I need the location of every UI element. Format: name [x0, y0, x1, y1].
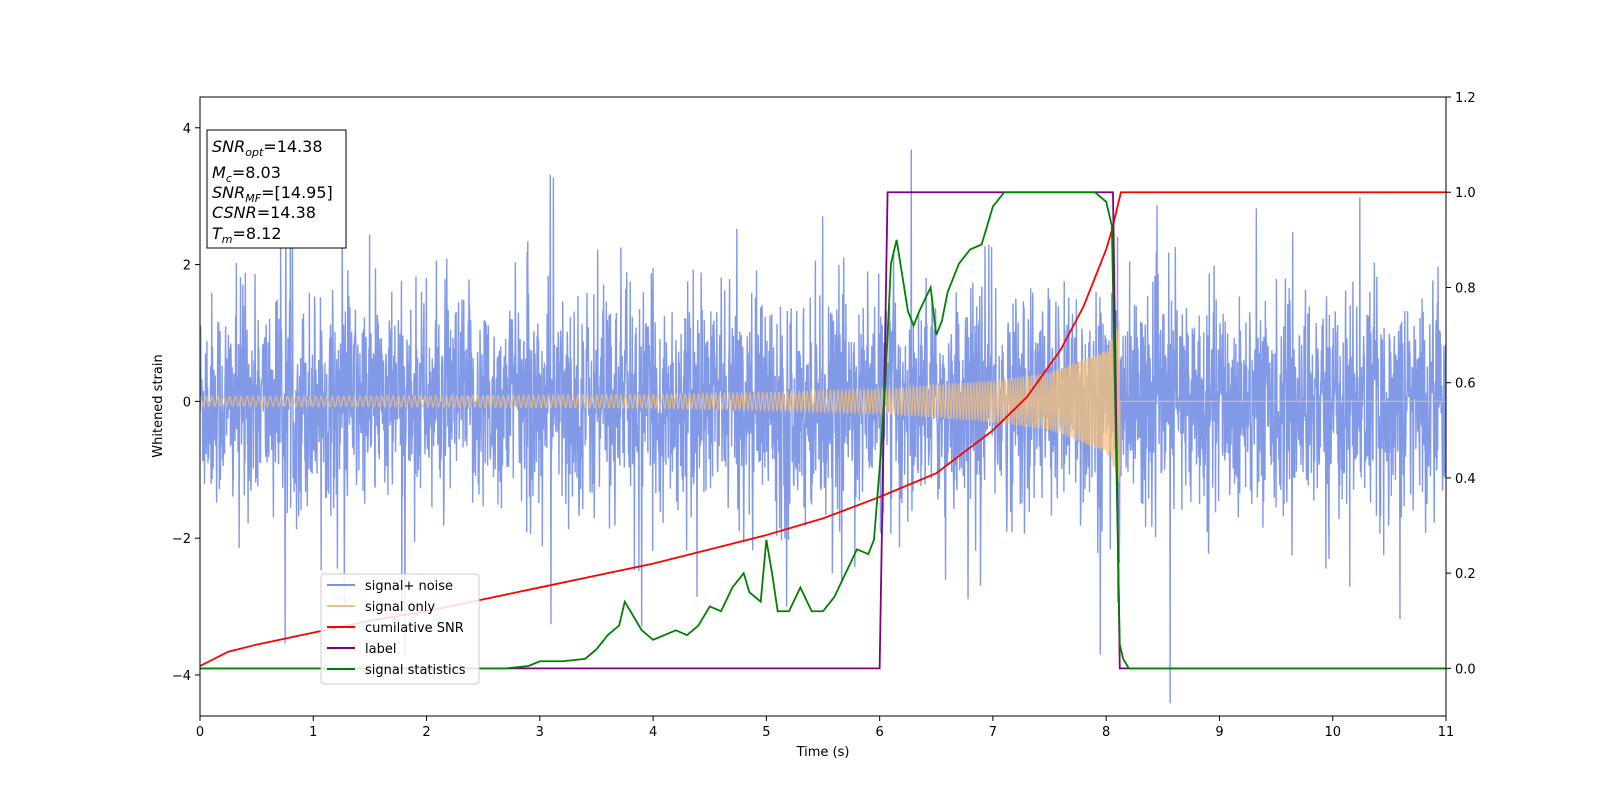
- y-right-tick-label: 0.2: [1455, 567, 1476, 582]
- y-left-tick-label: 2: [183, 259, 191, 274]
- y-axis-left: −4 −2 0 2 4: [172, 122, 200, 684]
- legend-box: [320, 573, 480, 685]
- y-right-tick-label: 0.6: [1455, 377, 1476, 392]
- legend-label-signal-only: signal only: [365, 600, 435, 615]
- plot-frame: [199, 96, 1447, 717]
- annotation-snr-opt: SNRopt=14.38: [212, 137, 323, 159]
- legend: signal+ noise signal only cumilative SNR…: [320, 573, 480, 685]
- y-right-tick-label: 1.2: [1455, 91, 1476, 106]
- x-tick-label: 3: [536, 725, 544, 740]
- y-right-tick-label: 0.4: [1455, 472, 1476, 487]
- annotation-snr-mf: SNRMF=[14.95]: [212, 183, 333, 205]
- x-tick-label: 4: [649, 725, 657, 740]
- y-left-tick-label: 0: [183, 395, 191, 410]
- x-tick-label: 8: [1102, 725, 1110, 740]
- annotation-csnr: CSNR=14.38: [212, 203, 316, 222]
- x-axis-label: Time (s): [796, 745, 850, 760]
- annotation-box: SNRopt=14.38 Mc=8.03 SNRMF=[14.95] CSNR=…: [206, 129, 347, 249]
- y-left-tick-label: −2: [172, 532, 191, 547]
- annotation-tm: Tm=8.12: [212, 224, 282, 246]
- legend-label-signal-noise: signal+ noise: [365, 579, 453, 594]
- x-tick-label: 11: [1438, 725, 1455, 740]
- legend-label-label: label: [365, 642, 396, 657]
- y-axis-label: Whitened strain: [151, 354, 166, 457]
- series-signal-statistics: [200, 191, 1446, 670]
- series-signal-only: [200, 320, 1446, 482]
- x-tick-label: 7: [989, 725, 997, 740]
- legend-label-cumulative-snr: cumilative SNR: [365, 621, 464, 636]
- annotation-mc: Mc=8.03: [212, 163, 281, 185]
- y-left-tick-label: −4: [172, 669, 191, 684]
- y-left-tick-label: 4: [183, 122, 191, 137]
- x-tick-label: 5: [762, 725, 770, 740]
- y-right-tick-label: 1.0: [1455, 186, 1476, 201]
- x-tick-label: 10: [1324, 725, 1341, 740]
- x-tick-label: 2: [422, 725, 430, 740]
- x-tick-label: 1: [309, 725, 317, 740]
- legend-label-signal-statistics: signal statistics: [365, 663, 466, 678]
- y-right-tick-label: 0.0: [1455, 662, 1476, 677]
- x-tick-label: 6: [875, 725, 883, 740]
- y-axis-right: 0.0 0.2 0.4 0.6 0.8 1.0 1.2: [1446, 91, 1476, 677]
- x-tick-label: 9: [1215, 725, 1223, 740]
- y-right-tick-label: 0.8: [1455, 281, 1476, 296]
- x-tick-label: 0: [196, 725, 204, 740]
- x-axis: 0 1 2 3 4 5 6 7 8 9 10 11: [196, 716, 1454, 740]
